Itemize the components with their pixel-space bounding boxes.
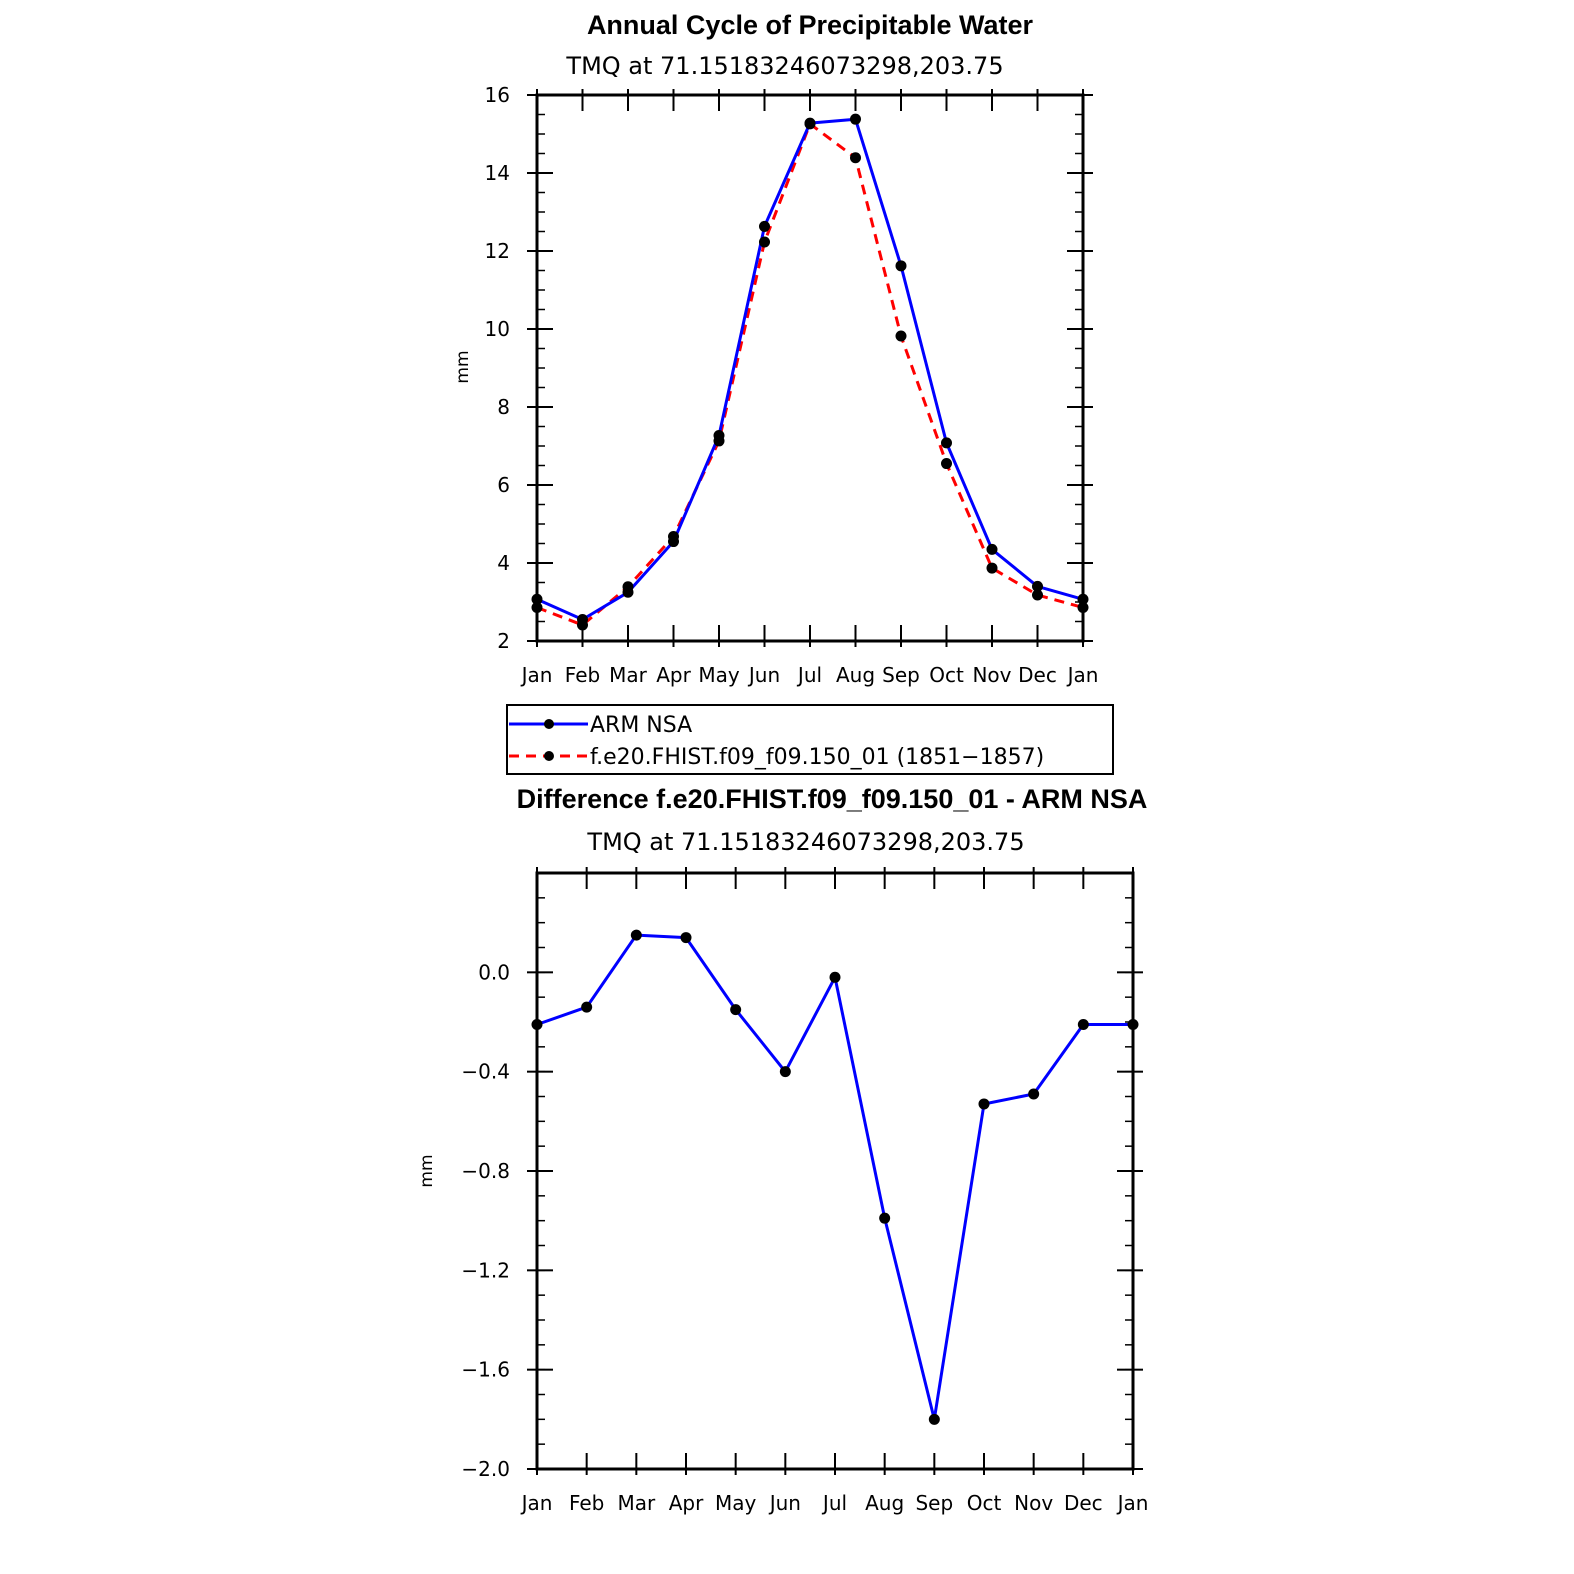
bottom-ytick-label: −1.2 [461, 1258, 510, 1282]
top-xtick-label: Feb [565, 663, 600, 687]
bottom-series-point-0 [978, 1098, 990, 1110]
bottom-xtick-label: Jan [1116, 1491, 1149, 1515]
bottom-xtick-label: Mar [617, 1491, 656, 1515]
top-series-point-1 [850, 152, 861, 164]
top-ytick-label: 4 [497, 551, 510, 575]
bottom-xtick-label: May [715, 1491, 757, 1515]
top-series-point-1 [668, 530, 679, 542]
top-chart: Annual Cycle of Precipitable Water TMQ a… [453, 10, 1098, 687]
top-ytick-label: 12 [485, 239, 510, 263]
bottom-series-point-0 [630, 929, 642, 941]
bottom-series-point-0 [879, 1212, 891, 1224]
top-xtick-label: Jan [520, 663, 553, 687]
top-xtick-label: Nov [972, 663, 1011, 687]
bottom-series-line-0 [536, 933, 1133, 1421]
bottom-ytick-label: −0.4 [461, 1060, 510, 1084]
top-series-point-0 [759, 220, 770, 232]
bottom-series-point-0 [581, 1001, 593, 1013]
legend: ARM NSA f.e20.FHIST.f09_f09.150_01 (1851… [506, 704, 1114, 775]
top-ytick-label: 14 [485, 161, 510, 185]
bottom-series-point-0 [1077, 1018, 1089, 1030]
bottom-ytick-label: −0.8 [461, 1159, 510, 1183]
top-series-point-1 [895, 330, 907, 342]
top-xtick-label: Dec [1018, 663, 1057, 687]
bottom-xtick-label: Dec [1064, 1491, 1103, 1515]
top-xtick-label: Jun [747, 663, 780, 687]
bottom-series-point-0 [680, 932, 692, 944]
bottom-xtick-label: Jun [768, 1491, 801, 1515]
bottom-plot-frame [535, 871, 1135, 1471]
top-series-point-0 [850, 113, 861, 125]
top-chart-ylabel: mm [453, 350, 473, 383]
top-xtick-label: Oct [929, 663, 964, 687]
top-xtick-label: Apr [656, 663, 691, 687]
bottom-ytick-label: −1.6 [461, 1358, 510, 1382]
bottom-chart-subtitle: TMQ at 71.15183246073298,203.75 [586, 828, 1024, 856]
top-series-point-0 [1032, 580, 1043, 592]
top-ytick-label: 8 [497, 395, 510, 419]
bottom-xtick-label: Jan [520, 1491, 553, 1515]
top-series-point-1 [713, 435, 725, 447]
top-series-point-1 [577, 619, 588, 631]
bottom-ytick-label: 0.0 [478, 960, 510, 984]
legend-model-marker [544, 751, 554, 761]
bottom-ytick-label: −2.0 [461, 1457, 510, 1481]
bottom-xtick-label: Sep [915, 1491, 953, 1515]
top-xtick-label: Jan [1066, 663, 1099, 687]
top-series-point-1 [759, 236, 770, 248]
bottom-xtick-label: Oct [967, 1491, 1002, 1515]
top-xtick-label: Mar [609, 663, 648, 687]
top-plot-frame [535, 93, 1085, 643]
bottom-xtick-label: Nov [1014, 1491, 1053, 1515]
top-chart-title: Annual Cycle of Precipitable Water [587, 10, 1034, 40]
top-series-point-1 [1032, 589, 1043, 601]
top-series-point-0 [986, 543, 998, 555]
top-xtick-label: May [698, 663, 740, 687]
bottom-series-point-0 [928, 1413, 940, 1425]
legend-arm-marker [544, 719, 554, 729]
top-series-point-0 [941, 437, 952, 449]
top-series-point-1 [622, 581, 634, 593]
top-ytick-label: 6 [497, 473, 510, 497]
top-series-point-1 [804, 118, 816, 130]
bottom-xtick-label: Jul [821, 1491, 847, 1515]
bottom-series-point-0 [730, 1004, 742, 1016]
top-xtick-label: Jul [796, 663, 822, 687]
bottom-chart-title: Difference f.e20.FHIST.f09_f09.150_01 - … [517, 784, 1148, 814]
bottom-series-point-0 [1028, 1088, 1040, 1100]
bottom-xtick-label: Aug [865, 1491, 904, 1515]
bottom-xtick-label: Apr [669, 1491, 704, 1515]
bottom-chart-ylabel: mm [417, 1154, 437, 1187]
top-ytick-label: 10 [485, 317, 510, 341]
bottom-series-point-0 [829, 971, 841, 983]
top-series-point-1 [941, 458, 952, 470]
top-ytick-label: 2 [497, 629, 510, 653]
legend-arm-label: ARM NSA [590, 713, 692, 738]
bottom-series-point-0 [779, 1066, 791, 1078]
bottom-xtick-label: Feb [569, 1491, 604, 1515]
top-ytick-label: 16 [485, 83, 510, 107]
legend-box [506, 704, 1114, 775]
top-chart-subtitle: TMQ at 71.15183246073298,203.75 [565, 52, 1003, 80]
top-series-point-0 [895, 260, 907, 272]
top-series-point-1 [986, 562, 998, 574]
legend-model-label: f.e20.FHIST.f09_f09.150_01 (1851−1857) [590, 745, 1044, 770]
top-xtick-label: Aug [836, 663, 875, 687]
top-series-line-0 [536, 117, 1084, 621]
top-series-line-1 [536, 122, 1084, 627]
top-xtick-label: Sep [882, 663, 920, 687]
bottom-chart: Difference f.e20.FHIST.f09_f09.150_01 - … [417, 784, 1148, 1515]
